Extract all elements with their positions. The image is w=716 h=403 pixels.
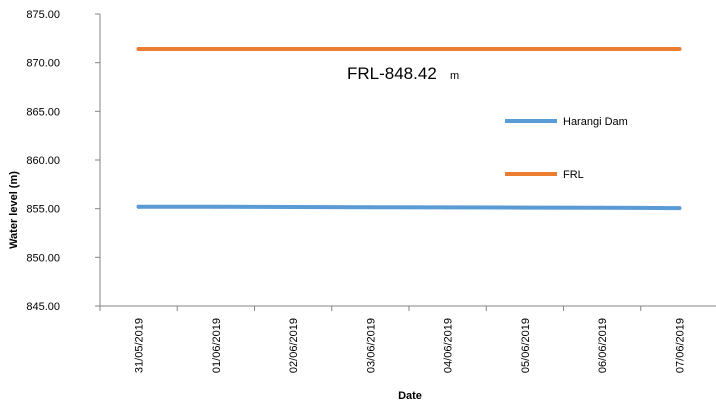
y-tick-label: 860.00	[26, 155, 60, 167]
y-axis-title: Water level (m)	[8, 171, 20, 249]
x-tick-label: 07/06/2019	[674, 318, 686, 373]
legend-label-harangi-dam: Harangi Dam	[563, 116, 628, 128]
data-point-frl	[291, 47, 296, 52]
data-point-harangi-dam	[522, 205, 527, 210]
legend: Harangi Dam FRL	[505, 116, 628, 181]
data-point-harangi-dam	[291, 205, 296, 210]
frl-annotation: FRL-848.42 m	[347, 64, 459, 83]
data-point-frl	[445, 47, 450, 52]
data-point-frl	[136, 47, 141, 52]
frl-annotation-text: FRL-848.42	[347, 64, 437, 83]
data-point-harangi-dam	[136, 204, 141, 209]
legend-label-frl: FRL	[563, 169, 584, 181]
y-tick-label: 865.00	[26, 106, 60, 118]
y-tick-label: 870.00	[26, 58, 60, 70]
data-point-frl	[368, 47, 373, 52]
y-tick-label: 850.00	[26, 252, 60, 264]
data-point-harangi-dam	[677, 206, 682, 211]
data-point-frl	[677, 47, 682, 52]
plot-area	[99, 14, 716, 307]
x-tick-label: 04/06/2019	[443, 318, 455, 373]
y-tick-label: 855.00	[26, 204, 60, 216]
data-point-harangi-dam	[600, 205, 605, 210]
data-point-harangi-dam	[368, 205, 373, 210]
data-point-frl	[600, 47, 605, 52]
x-tick-label: 31/05/2019	[134, 318, 146, 373]
data-point-harangi-dam	[445, 205, 450, 210]
x-axis-title: Date	[398, 390, 422, 402]
y-tick-label: 875.00	[26, 9, 60, 21]
y-axis-ticks: 845.00 850.00 855.00 860.00 865.00 870.00 875.…	[26, 9, 100, 313]
y-tick-label: 845.00	[26, 301, 60, 313]
x-tick-label: 06/06/2019	[597, 318, 609, 373]
data-point-harangi-dam	[213, 204, 218, 209]
x-tick-label: 01/06/2019	[211, 318, 223, 373]
series-line-harangi-dam	[136, 204, 682, 211]
data-point-frl	[213, 47, 218, 52]
data-point-frl	[522, 47, 527, 52]
x-axis-ticks: 31/05/2019 01/06/2019 02/06/2019 03/06/2019…	[99, 306, 686, 373]
series-layer	[136, 47, 682, 211]
frl-annotation-unit: m	[450, 70, 459, 82]
x-tick-label: 03/06/2019	[365, 318, 377, 373]
x-tick-label: 05/06/2019	[520, 318, 532, 373]
x-tick-label: 02/06/2019	[288, 318, 300, 373]
